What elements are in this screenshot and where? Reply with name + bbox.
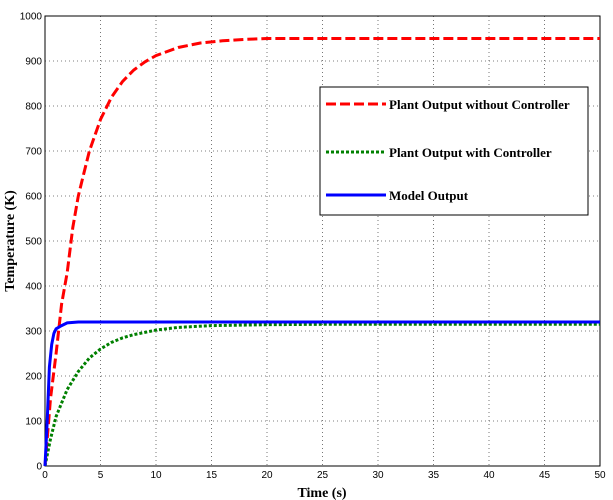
y-tick-label: 300	[25, 327, 42, 338]
series-layer	[43, 37, 600, 467]
x-axis-title: Time (s)	[297, 486, 346, 500]
y-tick-label: 400	[25, 282, 42, 293]
legend-label-2: Plant Output with Controller	[389, 145, 552, 160]
y-axis-title: Temperature (K)	[3, 190, 18, 292]
x-axis-ticks: 0 5 10 15 20 25 30 35 40 45 50	[42, 470, 606, 481]
x-tick-label: 5	[98, 470, 104, 481]
grid	[45, 16, 600, 466]
x-tick-label: 45	[539, 470, 551, 481]
y-tick-label: 200	[25, 372, 42, 383]
legend: Plant Output without Controller Plant Out…	[319, 86, 589, 216]
series-line-3	[43, 320, 600, 467]
series-line-1	[43, 37, 600, 467]
y-tick-label: 800	[25, 102, 42, 113]
x-tick-label: 40	[483, 470, 495, 481]
plot-frame	[44, 15, 601, 467]
y-axis-ticks: 0 100 200 300 400 500 600 700 800 900 1000	[20, 12, 43, 473]
y-tick-label: 0	[36, 462, 42, 473]
x-tick-label: 20	[261, 470, 273, 481]
y-tick-label: 900	[25, 57, 42, 68]
legend-label-3: Model Output	[389, 188, 469, 203]
x-tick-label: 35	[428, 470, 440, 481]
x-tick-label: 15	[206, 470, 218, 481]
x-tick-label: 50	[594, 470, 606, 481]
y-tick-label: 100	[25, 417, 42, 428]
y-tick-label: 700	[25, 147, 42, 158]
y-tick-label: 1000	[20, 12, 43, 23]
legend-label-1: Plant Output without Controller	[389, 97, 570, 112]
y-tick-label: 500	[25, 237, 42, 248]
x-tick-label: 25	[317, 470, 329, 481]
x-tick-label: 10	[150, 470, 162, 481]
x-tick-label: 0	[42, 470, 48, 481]
x-tick-label: 30	[372, 470, 384, 481]
series-line-2	[43, 322, 600, 467]
y-tick-label: 600	[25, 192, 42, 203]
